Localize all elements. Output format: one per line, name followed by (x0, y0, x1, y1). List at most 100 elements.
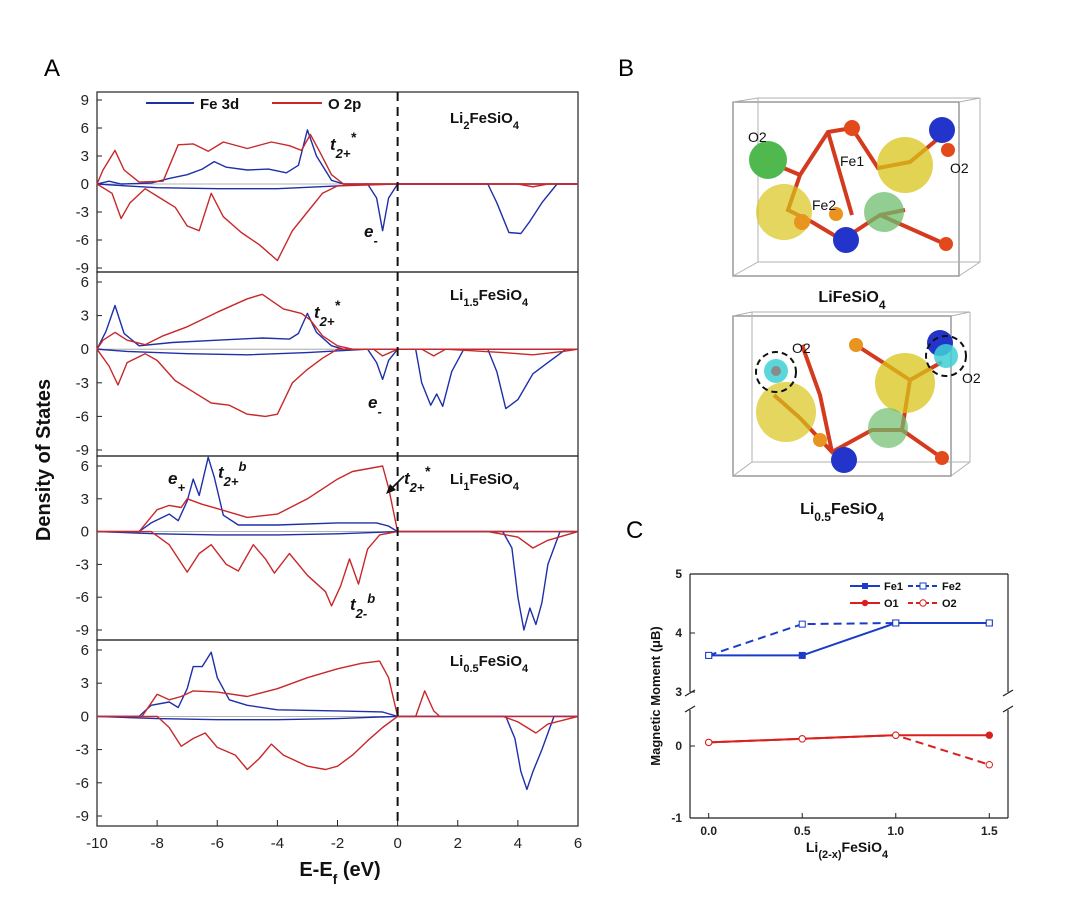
mm-x-tick-label: 0.0 (700, 824, 717, 838)
unit-cell-box-2 (732, 315, 952, 477)
o-2p-down-series (97, 715, 579, 771)
o-atom-orange-3 (849, 338, 863, 352)
dos-y-tick-label: 6 (81, 120, 89, 137)
fe-3d-up-series (97, 456, 578, 533)
o2-point (705, 738, 713, 747)
annot-t2plus-b: t2+b (218, 459, 247, 489)
dos-y-tick-label: 6 (81, 458, 89, 475)
dos-y-tick-label: 0 (81, 708, 89, 725)
dos-y-axis-title: Density of States (33, 379, 55, 541)
mm-x-tick-label: 1.0 (887, 824, 904, 838)
o-2p-up-series (96, 133, 578, 185)
mm-break-left (684, 689, 696, 713)
mm-y-tick-label: 3 (675, 685, 682, 699)
annot-arrow-head (386, 484, 396, 494)
fe-3d-up-series (96, 129, 578, 185)
annot-e-plus: e+ (168, 469, 185, 495)
dos-y-tick-label: 0 (81, 176, 89, 193)
dos-y-tick-label: -3 (76, 204, 89, 221)
mm-x-axis-title: Li(2-x)FeSiO4 (806, 839, 889, 861)
mm-y-tick-label: 5 (675, 567, 682, 581)
legend-o1-marker (861, 599, 869, 607)
legend-fe1-label: Fe1 (884, 581, 903, 593)
system-label-li1: Li1FeSiO4 (450, 471, 520, 493)
mm-break-right (1002, 689, 1014, 713)
o2-point (985, 761, 993, 769)
o-atom-blue-1 (929, 117, 955, 143)
annot-t2plus-star-1: t2+* (330, 129, 357, 161)
dos-x-tick-label: -2 (331, 835, 344, 852)
dos-y-tick-label: -9 (76, 808, 89, 825)
dos-x-tick-label: 0 (393, 835, 401, 852)
mm-y-axis-title: Magnetic Moment (μB) (648, 626, 663, 765)
dos-y-tick-label: 6 (81, 642, 89, 659)
structure-top-caption: LiFeSiO4 (818, 289, 885, 312)
o-atom-blue-4 (831, 447, 857, 473)
o-2p-up-series (97, 660, 578, 718)
panel-c-letter: C (626, 517, 643, 544)
dos-x-tick-label: -8 (150, 835, 163, 852)
fe-3d-up-series (96, 304, 578, 350)
o-2p-up-series (96, 293, 578, 350)
dos-x-axis-title: E-Ef (eV) (299, 859, 380, 887)
structure-bottom-caption: Li0.5FeSiO4 (800, 501, 884, 524)
o2-highlight-left (755, 351, 797, 393)
dos-x-tick-label: 4 (514, 835, 522, 852)
dos-x-tick-label: -10 (86, 835, 108, 852)
mm-y-tick-label: -1 (671, 811, 682, 825)
legend-fe1-marker (862, 583, 868, 589)
o2-point (892, 731, 900, 739)
dos-y-tick-label: 0 (81, 524, 89, 541)
fe2-series (708, 622, 990, 657)
o2-series (708, 734, 990, 766)
label-o2-left: O2 (748, 129, 767, 145)
dos-y-tick-label: 3 (81, 148, 89, 165)
dos-y-tick-label: -3 (76, 742, 89, 759)
li-atom (749, 141, 787, 179)
si-atom-isosurface-2 (868, 408, 908, 448)
fe-3d-down-series (96, 530, 578, 631)
dos-y-tick-label: -9 (76, 442, 89, 459)
unit-cell-back-2 (732, 311, 971, 477)
mm-x-tick-label: 0.5 (794, 824, 811, 838)
isosurface-fe2 (756, 184, 812, 240)
unit-cell-back (732, 97, 981, 277)
o-atom-orange-4 (813, 433, 827, 447)
mm-legend: Fe1 Fe2 O1 O2 (850, 581, 961, 610)
legend-fe-label: Fe 3d (200, 96, 239, 113)
fe1-point (798, 651, 806, 659)
fe2-point (705, 651, 713, 659)
o-atom-red-4 (935, 451, 949, 465)
dos-x-tick-label: -4 (271, 835, 284, 852)
fe2-point (985, 619, 993, 627)
fe-3d-down-series (96, 348, 578, 410)
o-2p-up-series (97, 465, 578, 533)
o-2p-down-series (96, 348, 579, 418)
dos-y-tick-label: -6 (76, 589, 89, 606)
o1-point (985, 731, 993, 739)
dos-y-tick-label: -9 (76, 622, 89, 639)
label-fe2: Fe2 (812, 197, 836, 213)
dos-y-tick-label: -3 (76, 556, 89, 573)
o-atom-orange-1 (794, 214, 810, 230)
annot-t2plus-star-2: t2+* (314, 297, 341, 329)
label-o2-bottom-right: O2 (962, 370, 981, 386)
fe-3d-up-series (97, 651, 578, 718)
dos-chart: 9630-3-6-9630-3-6-9630-3-6-9630-3-6-9-10… (76, 91, 582, 852)
fe2-point (892, 619, 900, 627)
isosurface-fe1 (877, 137, 933, 193)
dos-y-tick-label: -6 (76, 408, 89, 425)
dos-legend: Fe 3d O 2p (146, 96, 361, 113)
mm-x-tick-label: 1.5 (981, 824, 998, 838)
dos-y-tick-label: 3 (81, 491, 89, 508)
dos-y-tick-label: -6 (76, 232, 89, 249)
dos-y-tick-label: 3 (81, 308, 89, 325)
dos-y-tick-label: -3 (76, 375, 89, 392)
isosurface-fe-a (875, 353, 935, 413)
o2-atom-left (771, 366, 781, 376)
o-atom-red-1 (844, 120, 860, 136)
dos-x-tick-label: 2 (454, 835, 462, 852)
dos-x-tick-label: -6 (211, 835, 224, 852)
o-2p-down-series (97, 530, 579, 607)
